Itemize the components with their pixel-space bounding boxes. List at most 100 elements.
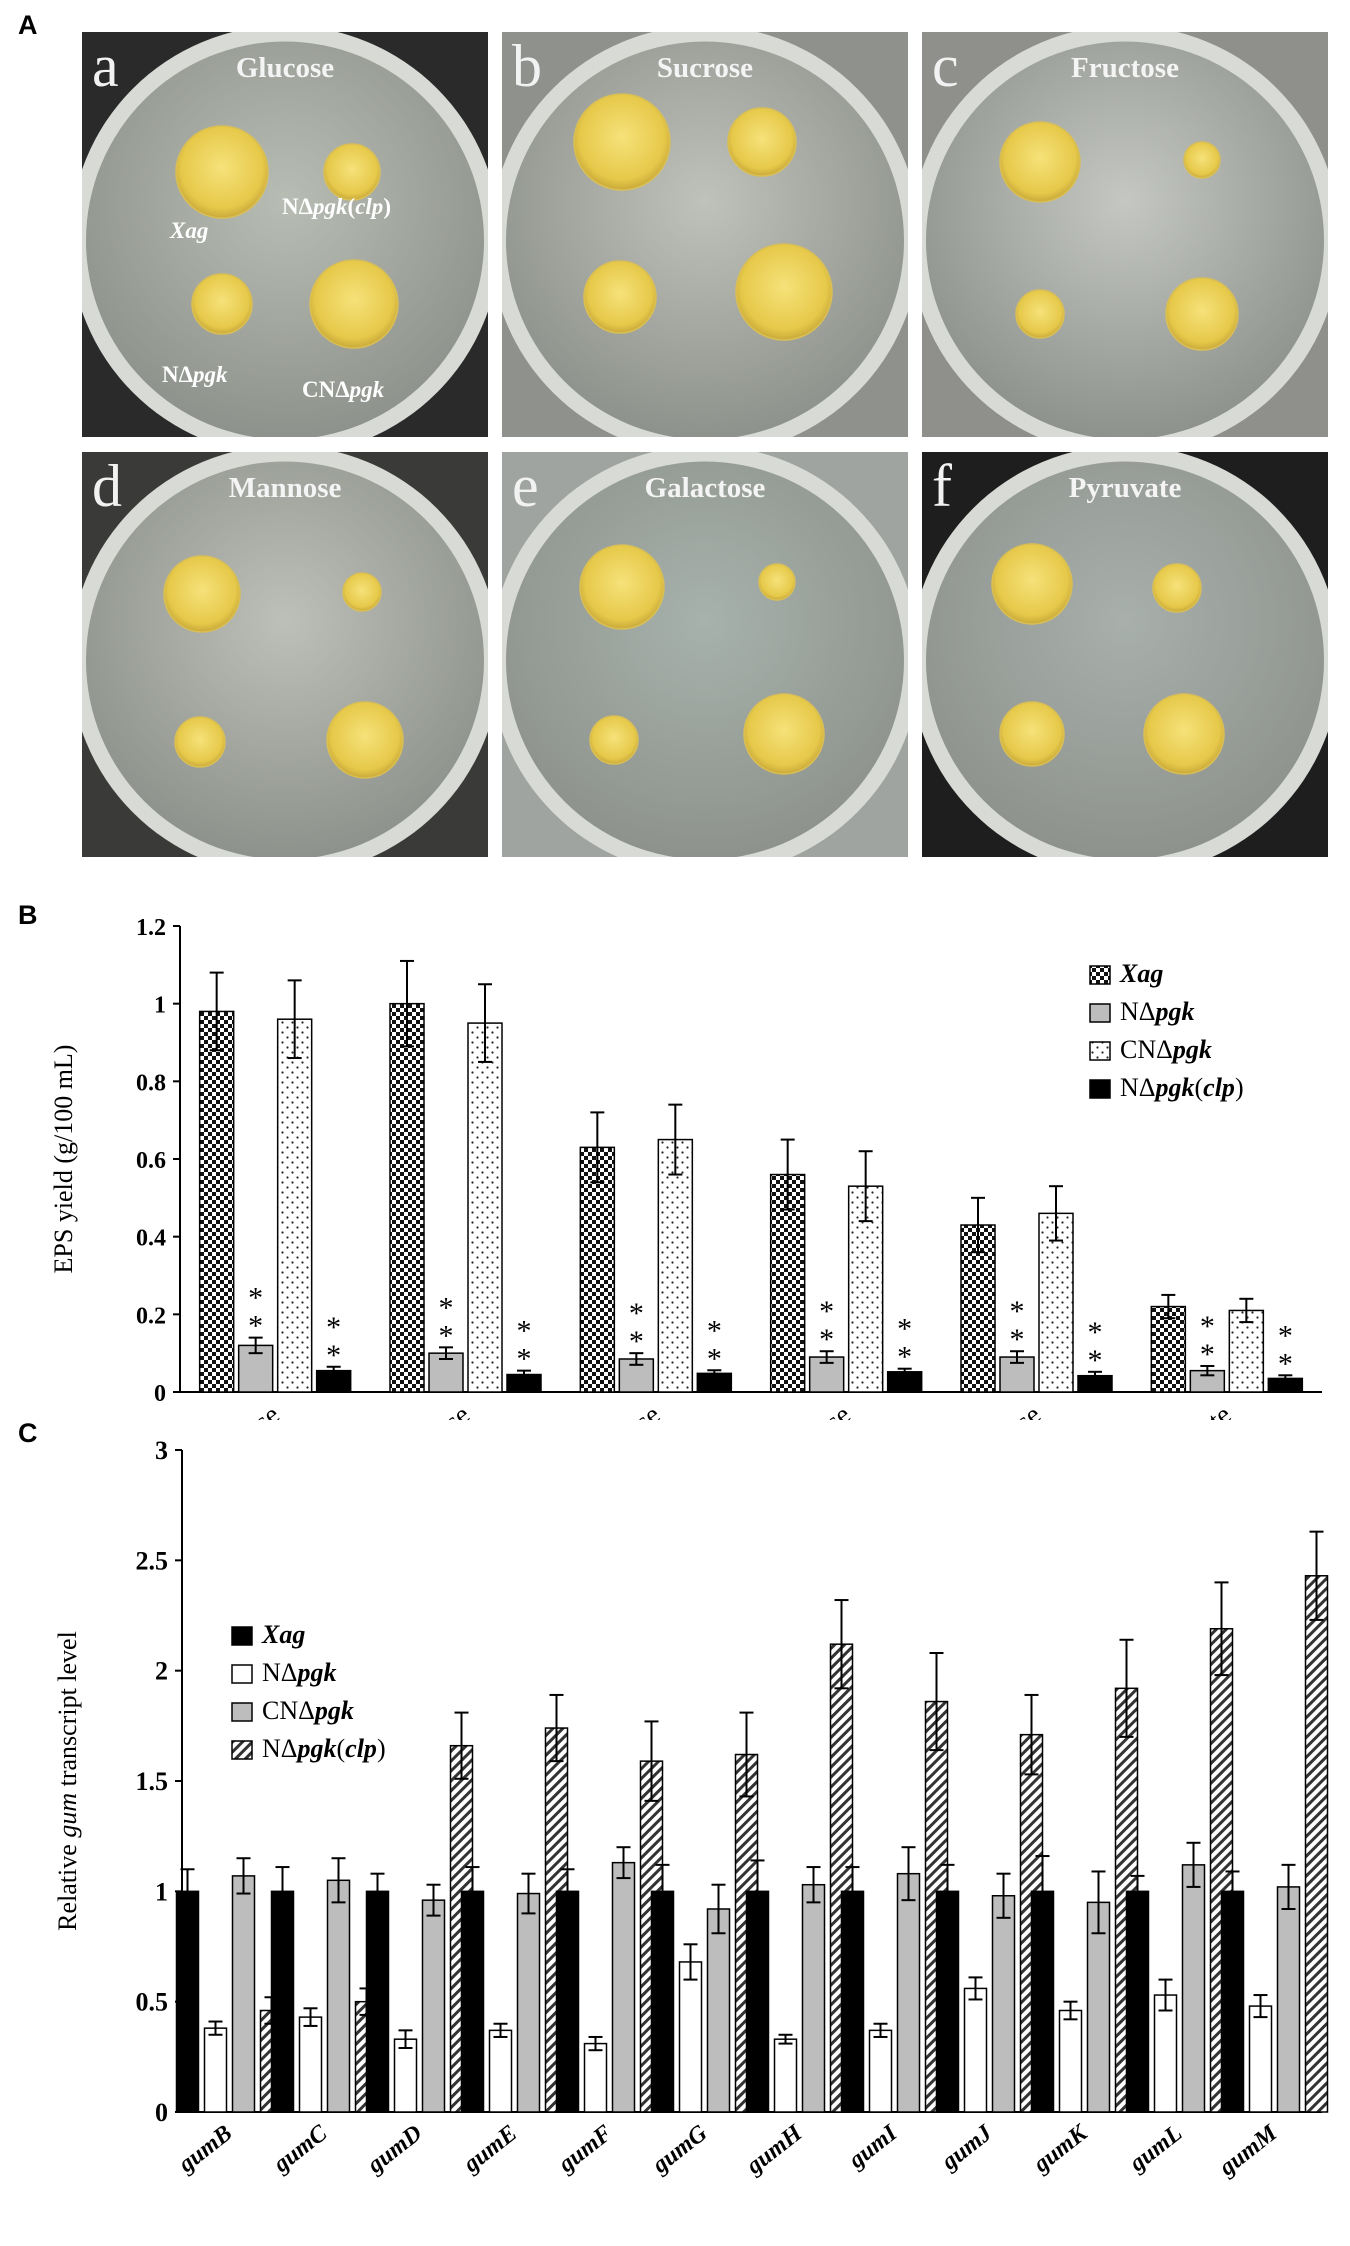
bar <box>678 1961 703 2113</box>
bar <box>203 2027 228 2113</box>
significance-marker: * <box>1010 1323 1025 1356</box>
significance-marker: * <box>1088 1344 1103 1377</box>
bar <box>963 1987 988 2113</box>
plate-letter: f <box>932 453 952 519</box>
significance-marker: * <box>1278 1347 1293 1380</box>
y-tick-label: 2 <box>155 1657 168 1686</box>
y-tick-label: 0.2 <box>136 1303 166 1329</box>
bar <box>1181 1864 1206 2113</box>
bar <box>991 1894 1016 2113</box>
significance-marker: * <box>629 1325 644 1358</box>
plate-b: b Sucrose <box>502 32 908 437</box>
bar <box>1153 1994 1178 2113</box>
colony <box>758 563 796 601</box>
colony <box>999 121 1081 203</box>
bar <box>1276 1886 1301 2113</box>
bar <box>868 2029 893 2113</box>
category-label: Glucose <box>197 1399 285 1420</box>
bar <box>516 1892 541 2113</box>
significance-marker: * <box>819 1295 834 1328</box>
plate-medium-label: Galactose <box>644 472 766 504</box>
plate-medium-label: Mannose <box>228 472 342 504</box>
bar <box>393 2038 418 2113</box>
category-label: gumK <box>1028 2119 1094 2178</box>
significance-marker: * <box>326 1339 341 1372</box>
category-label: gumG <box>647 2120 713 2179</box>
colony <box>573 93 671 191</box>
legend-label: Xag <box>261 1620 305 1649</box>
significance-marker: * <box>1088 1316 1103 1349</box>
bar <box>276 1018 313 1393</box>
category-label: gumC <box>268 2120 333 2179</box>
plate-letter: d <box>92 453 122 519</box>
strain-label-npgk: NΔpgk <box>162 362 228 387</box>
bar <box>1228 1309 1265 1393</box>
category-label: gumD <box>362 2120 427 2179</box>
panel-label-c: C <box>18 1418 38 1448</box>
bar <box>611 1861 636 2113</box>
colony <box>175 125 269 219</box>
y-tick-label: 0.8 <box>136 1070 166 1096</box>
significance-marker: * <box>439 1319 454 1352</box>
legend-label: NΔpgk <box>1120 997 1195 1026</box>
agar-surface <box>86 41 484 437</box>
colony <box>1152 563 1202 613</box>
significance-marker: * <box>517 1315 532 1348</box>
significance-marker: * <box>248 1282 263 1315</box>
significance-marker: * <box>707 1314 722 1347</box>
category-label: gumH <box>741 2119 808 2180</box>
legend-label: NΔpgk(clp) <box>262 1734 386 1763</box>
legend-swatch <box>1089 1041 1111 1061</box>
significance-marker: * <box>707 1342 722 1375</box>
plate-medium-label: Glucose <box>235 52 335 84</box>
bar <box>1038 1212 1074 1393</box>
colony <box>743 693 825 775</box>
legend-label: CNΔpgk <box>262 1696 354 1725</box>
bar <box>1304 1575 1329 2113</box>
strain-label-cnpgk: CNΔpgk <box>302 377 385 402</box>
colony <box>191 273 253 335</box>
y-tick-label: 1 <box>155 1877 168 1906</box>
plate-c: c Fructose <box>922 32 1328 437</box>
bar <box>801 1883 826 2113</box>
bar <box>389 1002 425 1393</box>
gum-transcript-chart: 0 0.5 1 1.5 2 2.5 3 Relative gum transcript lev… <box>53 1436 1329 2182</box>
bar <box>1150 1305 1187 1393</box>
bar <box>467 1022 503 1393</box>
plate-e: e Galactose <box>502 452 908 857</box>
significance-marker: * <box>897 1313 912 1346</box>
bar <box>175 1890 200 2113</box>
panel-label-a: A <box>18 10 38 40</box>
significance-marker: * <box>629 1297 644 1330</box>
category-label: Galactose <box>944 1399 1046 1420</box>
y-tick-label: 0 <box>154 1381 166 1407</box>
bar <box>1058 2009 1083 2113</box>
colony <box>589 715 639 765</box>
category-label: gumJ <box>936 2120 998 2176</box>
colony <box>583 260 657 334</box>
y-tick-label: 1.2 <box>136 915 166 941</box>
category-label: gumB <box>173 2120 237 2178</box>
significance-marker: * <box>897 1341 912 1374</box>
category-label: Pyruvate <box>1142 1399 1236 1420</box>
y-tick-label: 1 <box>154 993 166 1019</box>
legend-swatch <box>1089 1003 1111 1023</box>
category-label: Sucrose <box>389 1399 475 1420</box>
category-label: gumI <box>843 2119 903 2174</box>
plate-letter: c <box>932 33 959 99</box>
bar <box>421 1899 446 2113</box>
colony <box>326 701 404 779</box>
bar <box>270 1890 295 2113</box>
colony <box>727 107 797 177</box>
bar <box>650 1890 675 2113</box>
significance-marker: * <box>326 1311 341 1344</box>
colony <box>1143 693 1225 775</box>
bar <box>896 1872 921 2113</box>
colony <box>323 143 381 201</box>
plate-f: f Pyruvate <box>922 452 1328 857</box>
legend-label: CNΔpgk <box>1120 1035 1212 1064</box>
bar <box>460 1890 485 2113</box>
legend-swatch <box>231 1740 253 1760</box>
y-tick-label: 0.4 <box>136 1226 166 1252</box>
